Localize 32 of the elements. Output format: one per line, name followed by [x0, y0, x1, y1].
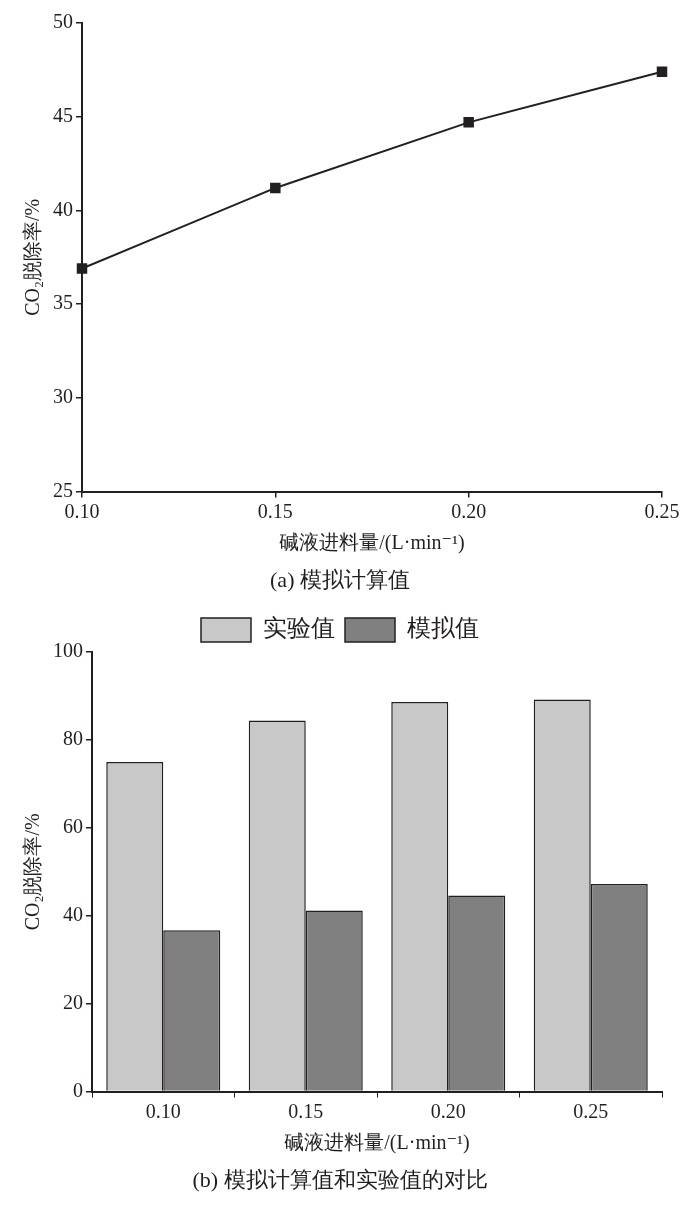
point — [656, 66, 668, 77]
point — [270, 182, 281, 194]
y-tick-label: 50 — [53, 10, 73, 33]
y-tick-label: 40 — [63, 903, 83, 926]
point — [76, 263, 88, 274]
x-tick-label: 0.15 — [288, 1099, 324, 1122]
x-tick-label: 0.25 — [573, 1099, 609, 1122]
x-tick-label: 0.10 — [145, 1099, 181, 1122]
y-tick-label: 45 — [53, 103, 73, 126]
legend-label: 实验值 — [263, 615, 335, 642]
y-tick-label: 80 — [63, 727, 83, 750]
text: (a) 模拟计算值 — [270, 566, 410, 592]
x-tick-label: 0.20 — [451, 499, 487, 522]
x-tick-label: 0.10 — [64, 499, 100, 522]
text: (b) 模拟计算值和实验值的对比 — [192, 1166, 488, 1192]
y-axis-title: CO₂脱除率/% — [21, 813, 44, 931]
y-tick-label: 40 — [53, 197, 73, 220]
y-tick-label: 20 — [63, 990, 83, 1013]
x-tick-label: 0.20 — [430, 1099, 466, 1122]
y-axis-title: CO₂脱除率/% — [21, 198, 44, 316]
y-tick-label: 30 — [53, 385, 73, 408]
y-tick-label: 25 — [53, 478, 73, 501]
x-axis-title: 碱液进料量/(L·min⁻¹) — [279, 530, 465, 554]
y-tick-label: 0 — [73, 1078, 83, 1101]
x-tick-label: 0.25 — [644, 499, 680, 522]
y-tick-label: 60 — [63, 815, 83, 838]
x-tick-label: 0.15 — [257, 499, 293, 522]
y-tick-label: 100 — [53, 639, 83, 662]
point — [463, 117, 474, 128]
legend-label: 模拟值 — [407, 615, 479, 642]
x-axis-title: 碱液进料量/(L·min⁻¹) — [284, 1130, 470, 1154]
y-tick-label: 35 — [53, 291, 73, 314]
